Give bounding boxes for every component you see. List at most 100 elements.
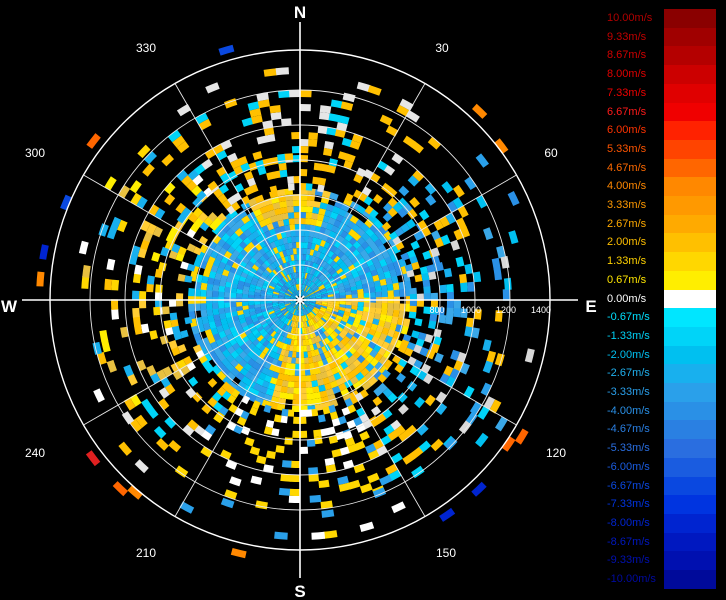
velocity-cell <box>321 302 328 305</box>
velocity-cell <box>154 291 163 300</box>
velocity-cell <box>304 315 308 322</box>
velocity-cell <box>143 231 154 243</box>
velocity-cell <box>337 115 350 125</box>
velocity-cell <box>217 212 227 223</box>
velocity-cell <box>325 310 332 315</box>
velocity-cell <box>418 209 430 221</box>
velocity-cell <box>287 306 293 311</box>
velocity-cell <box>278 367 286 375</box>
velocity-cell <box>300 154 309 163</box>
velocity-cell <box>209 221 219 231</box>
velocity-cell <box>197 323 205 333</box>
velocity-cell <box>207 180 219 192</box>
velocity-cell <box>385 315 393 324</box>
velocity-cell <box>357 306 364 312</box>
velocity-cell <box>266 300 273 304</box>
velocity-cell <box>291 314 295 321</box>
velocity-cell <box>232 249 241 258</box>
velocity-cell <box>311 408 319 417</box>
velocity-cell <box>81 276 90 289</box>
velocity-cell <box>243 237 252 246</box>
velocity-cell <box>220 139 233 151</box>
velocity-cell <box>242 285 250 291</box>
velocity-cell <box>226 276 234 284</box>
colorbar-label: -2.00m/s <box>607 348 650 361</box>
velocity-cell <box>254 291 261 296</box>
velocity-cell <box>346 419 357 429</box>
velocity-cell <box>301 284 304 291</box>
velocity-cell <box>311 531 326 540</box>
velocity-cell <box>422 250 432 260</box>
velocity-cell <box>265 326 273 334</box>
velocity-cell <box>193 257 202 268</box>
velocity-cell <box>300 236 305 243</box>
velocity-cell <box>286 291 292 295</box>
velocity-cell <box>176 293 184 300</box>
velocity-cell <box>132 290 140 300</box>
velocity-cell <box>323 314 330 320</box>
velocity-cell <box>259 337 267 345</box>
colorbar-label: -2.67m/s <box>607 367 650 380</box>
velocity-cell <box>266 335 273 343</box>
velocity-cell <box>297 290 300 297</box>
velocity-cell <box>299 351 304 359</box>
velocity-cell <box>303 295 310 299</box>
velocity-cell <box>381 302 388 310</box>
velocity-cell <box>290 266 295 274</box>
velocity-cell <box>249 325 257 333</box>
velocity-cell <box>152 226 163 238</box>
velocity-cell <box>305 326 310 334</box>
velocity-cell <box>284 301 291 304</box>
velocity-cell <box>281 212 289 220</box>
velocity-cell <box>297 303 300 310</box>
velocity-cell <box>318 340 325 348</box>
velocity-cell <box>311 309 318 315</box>
velocity-cell <box>307 290 314 295</box>
velocity-cell <box>312 391 321 400</box>
velocity-cell <box>218 44 235 56</box>
velocity-cell <box>388 469 402 482</box>
velocity-cell <box>242 289 249 295</box>
velocity-cell <box>85 450 101 467</box>
velocity-cell <box>335 214 345 223</box>
velocity-cell <box>290 230 296 237</box>
velocity-cell <box>303 297 310 300</box>
velocity-cell <box>164 193 176 206</box>
velocity-cell <box>319 309 326 315</box>
velocity-cell <box>269 351 277 359</box>
velocity-cell <box>395 324 403 334</box>
colorbar-label: 2.00m/s <box>607 236 647 249</box>
velocity-cell <box>259 205 269 215</box>
colorbar-label: 4.00m/s <box>607 180 647 193</box>
velocity-cell <box>266 302 273 306</box>
velocity-cell <box>494 138 509 154</box>
velocity-cell <box>282 237 289 245</box>
velocity-cell <box>321 261 328 268</box>
colorbar-label: 0.00m/s <box>607 292 647 305</box>
velocity-cell <box>293 211 301 219</box>
velocity-cell <box>280 315 286 322</box>
velocity-cell <box>309 295 316 298</box>
velocity-cell <box>337 251 345 259</box>
velocity-cell <box>216 325 224 333</box>
velocity-cell <box>356 346 365 356</box>
velocity-cell <box>234 183 245 193</box>
velocity-cell <box>231 201 241 211</box>
velocity-cell <box>289 279 294 286</box>
velocity-cell <box>242 301 249 307</box>
velocity-cell <box>396 104 411 117</box>
velocity-cell <box>475 195 488 209</box>
velocity-cell <box>286 319 292 326</box>
velocity-cell <box>254 295 261 299</box>
velocity-cell <box>306 206 314 213</box>
colorbar-swatch <box>664 551 716 571</box>
velocity-cell <box>322 190 332 199</box>
velocity-cell <box>314 225 322 233</box>
velocity-cell <box>325 264 333 272</box>
velocity-cell <box>290 363 296 370</box>
velocity-cell <box>311 268 317 276</box>
velocity-cell <box>272 295 279 298</box>
velocity-cell <box>312 176 320 185</box>
velocity-cell <box>204 343 214 353</box>
velocity-cell <box>291 293 297 298</box>
